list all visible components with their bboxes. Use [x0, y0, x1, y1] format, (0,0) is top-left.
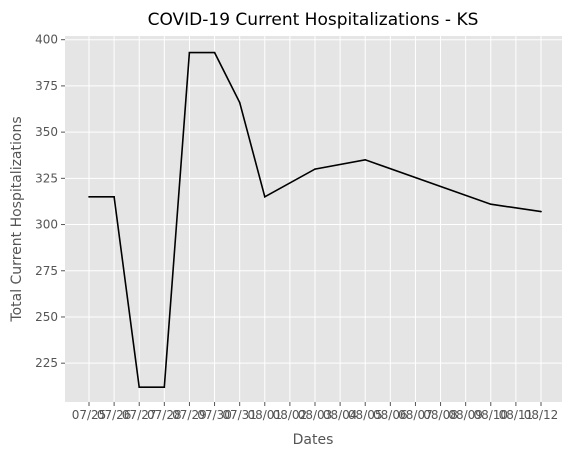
x-tick-label: 08/11 [499, 408, 534, 422]
x-axis-ticks: 07/2507/2607/2707/2807/2907/3007/3108/01… [72, 402, 559, 422]
data-point [238, 101, 241, 104]
x-tick-label: 08/02 [273, 408, 308, 422]
y-tick-label: 375 [35, 79, 58, 93]
x-tick-label: 08/01 [247, 408, 282, 422]
data-point [113, 196, 115, 198]
x-tick-label: 07/27 [122, 408, 157, 422]
series-line [89, 51, 542, 388]
data-point [213, 51, 216, 54]
x-tick-label: 08/03 [298, 408, 333, 422]
data-point [188, 51, 191, 54]
y-tick-label: 325 [35, 171, 58, 185]
x-tick-label: 08/08 [423, 408, 458, 422]
data-point [88, 196, 90, 198]
x-tick-label: 08/06 [373, 408, 408, 422]
y-tick-label: 300 [35, 218, 58, 232]
y-axis-label: Total Current Hospitalizations [9, 116, 25, 322]
x-tick-label: 07/29 [172, 408, 207, 422]
x-tick-label: 07/28 [147, 408, 182, 422]
x-tick-label: 07/31 [222, 408, 257, 422]
data-point [314, 168, 316, 170]
x-tick-label: 08/10 [473, 408, 508, 422]
y-tick-label: 350 [35, 125, 58, 139]
x-tick-label: 07/26 [97, 408, 132, 422]
data-series [88, 51, 542, 389]
x-tick-label: 08/09 [448, 408, 483, 422]
y-tick-label: 275 [35, 264, 58, 278]
y-tick-label: 400 [35, 33, 58, 47]
data-point [138, 386, 141, 389]
chart-title: COVID-19 Current Hospitalizations - KS [148, 10, 479, 30]
y-axis-ticks: 225 250 275 300 325 350 375 400 [35, 33, 65, 370]
x-tick-label: 08/04 [323, 408, 358, 422]
x-tick-label: 07/25 [72, 408, 107, 422]
y-tick-label: 225 [35, 356, 58, 370]
x-axis-label: Dates [293, 432, 334, 448]
x-tick-label: 07/30 [197, 408, 232, 422]
y-tick-label: 250 [35, 310, 58, 324]
data-point [489, 203, 492, 206]
plot-background [65, 36, 562, 402]
data-point [263, 196, 266, 198]
data-point [540, 210, 542, 213]
x-tick-label: 08/07 [398, 408, 433, 422]
x-tick-label: 08/12 [524, 408, 559, 422]
grid [65, 36, 562, 402]
data-point [364, 159, 367, 161]
x-tick-label: 08/05 [348, 408, 383, 422]
data-point [163, 386, 166, 389]
